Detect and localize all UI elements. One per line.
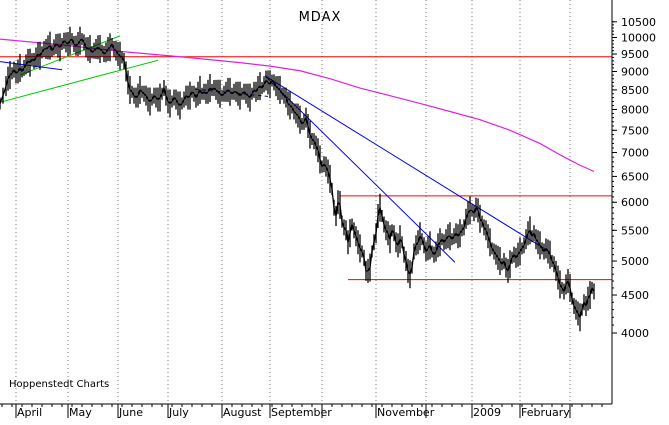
chart-credit: Hoppenstedt Charts xyxy=(9,379,109,390)
x-tick-label: November xyxy=(377,406,435,419)
x-tick-label: August xyxy=(223,406,262,419)
y-tick-label: 5500 xyxy=(621,224,649,237)
axis-layer: 10500 10000 9500 9000 8500 8000 7500 7000 6500 60… xyxy=(0,0,656,419)
price-line xyxy=(0,38,595,320)
y-tick-label: 9000 xyxy=(621,65,649,78)
x-tick-label: September xyxy=(271,406,332,419)
y-tick-label: 6000 xyxy=(621,196,649,209)
y-tick-label: 6500 xyxy=(621,170,649,183)
grid-layer xyxy=(15,0,571,404)
x-tick-label: February xyxy=(521,406,570,419)
y-tick-label: 8000 xyxy=(621,103,649,116)
trend-line xyxy=(19,35,121,76)
trend-line xyxy=(264,75,551,253)
x-tick-label: July xyxy=(168,406,189,419)
x-tick-label: 2009 xyxy=(473,406,501,419)
series-layer xyxy=(0,26,595,332)
y-tick-label: 4500 xyxy=(621,289,649,302)
y-tick-label: 7500 xyxy=(621,124,649,137)
y-tick-label: 10500 xyxy=(621,16,656,29)
chart-title: MDAX xyxy=(299,10,342,25)
x-tick-label: April xyxy=(17,406,42,419)
y-tick-label: 8500 xyxy=(621,84,649,97)
x-tick-label: June xyxy=(118,406,143,419)
y-tick-label: 5000 xyxy=(621,255,649,268)
trend-line xyxy=(0,59,159,103)
y-tick-label: 9500 xyxy=(621,48,649,61)
x-tick-label: May xyxy=(69,406,92,419)
moving-average-line xyxy=(0,38,595,173)
y-tick-label: 7000 xyxy=(621,147,649,160)
trend-line xyxy=(264,75,456,263)
y-tick-label: 4000 xyxy=(621,327,649,340)
y-tick-label: 10000 xyxy=(621,32,656,45)
